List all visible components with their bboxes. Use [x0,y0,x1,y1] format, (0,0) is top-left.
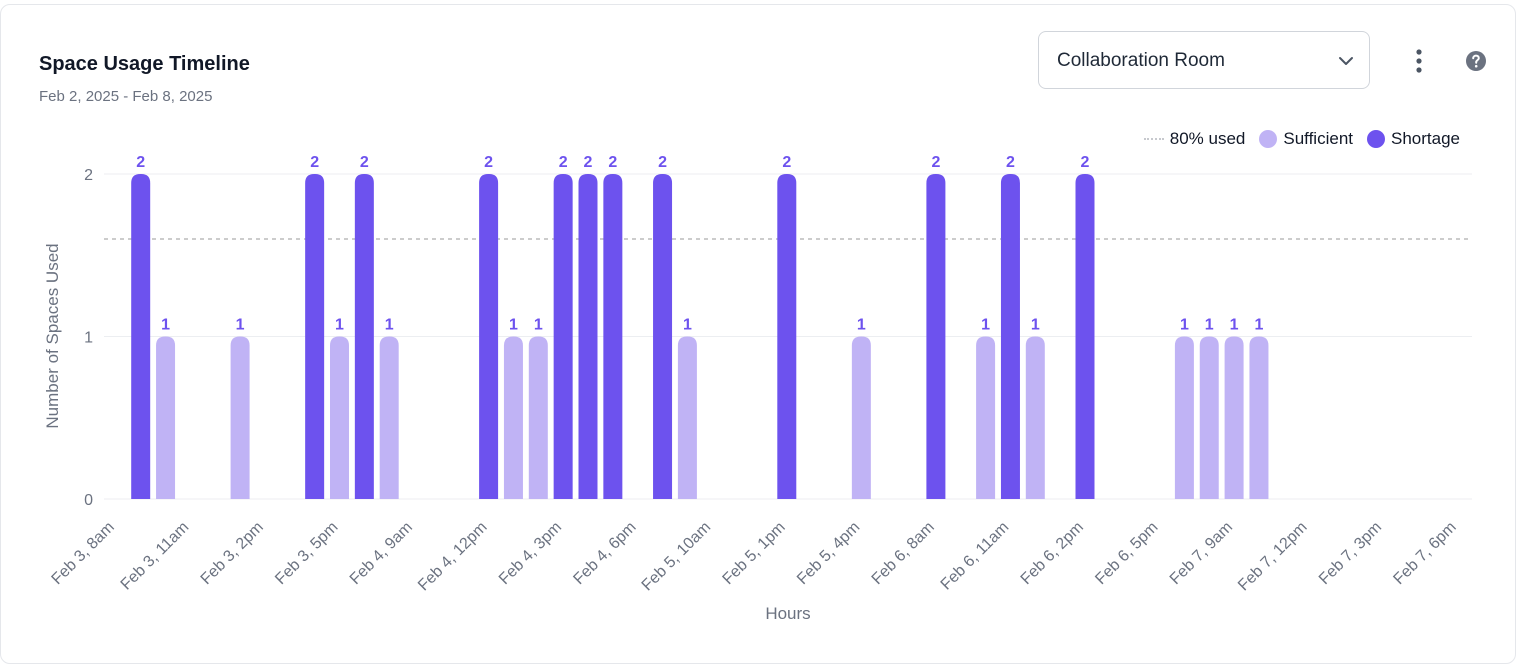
x-tick-label: Feb 7, 6pm [1390,519,1459,588]
legend-shortage: Shortage [1367,129,1460,149]
bar [653,174,673,499]
legend-sufficient-label: Sufficient [1283,129,1353,148]
x-tick-label: Feb 3, 2pm [198,519,267,588]
x-tick-label: Feb 3, 11am [118,519,193,594]
bar [1199,336,1219,499]
bar [1249,336,1269,499]
x-tick-label: Feb 6, 8am [869,519,938,588]
bar-value-label: 1 [236,317,245,334]
x-tick-label: Feb 6, 11am [938,519,1013,594]
x-tick-label: Feb 5, 1pm [720,519,789,588]
legend-shortage-label: Shortage [1391,129,1460,148]
chart-card: Space Usage Timeline Feb 2, 2025 - Feb 8… [0,4,1516,664]
bar-value-label: 2 [1006,154,1015,171]
bar [553,174,573,499]
x-tick-label: Feb 7, 12pm [1235,519,1311,595]
date-range: Feb 2, 2025 - Feb 8, 2025 [39,88,213,105]
bar-value-label: 2 [559,154,568,171]
x-tick-label: Feb 4, 6pm [570,519,639,588]
y-tick-label: 0 [84,492,93,509]
bar-value-label: 1 [385,317,394,334]
bar-value-label: 1 [1254,317,1263,334]
x-tick-label: Feb 5, 4pm [794,519,863,588]
help-icon[interactable] [1464,49,1488,73]
bar [479,174,499,499]
bar-value-label: 2 [658,154,667,171]
threshold-line-swatch [1143,138,1164,140]
x-tick-label: Feb 5, 10am [639,519,715,595]
bar-value-label: 2 [484,154,493,171]
x-tick-label: Feb 4, 9am [347,519,416,588]
legend-sufficient: Sufficient [1259,129,1353,149]
chart-legend: 80% used Sufficient Shortage [1130,128,1460,150]
bar [131,174,151,499]
bar [528,336,548,499]
bar [330,336,349,499]
x-tick-label: Feb 4, 12pm [415,519,491,595]
bar-value-label: 1 [1180,317,1189,334]
x-tick-label: Feb 6, 2pm [1018,519,1087,588]
x-tick-label: Feb 7, 9am [1167,519,1236,588]
chart-title: Space Usage Timeline [39,53,250,75]
shortage-swatch [1367,130,1385,148]
bar-value-label: 2 [360,154,369,171]
bar-value-label: 1 [683,317,692,334]
y-axis-title: Number of Spaces Used [43,243,62,428]
x-tick-label: Feb 3, 5pm [272,519,341,588]
bar-value-label: 1 [1031,317,1040,334]
bar-value-label: 1 [335,317,344,334]
bar-value-label: 1 [857,317,866,334]
bar [1000,174,1020,499]
bar [1224,336,1244,499]
chevron-down-icon [1339,57,1353,65]
bar [354,174,374,499]
x-tick-label: Feb 7, 3pm [1316,519,1385,588]
bar-value-label: 2 [608,154,617,171]
bar-value-label: 1 [509,317,518,334]
y-tick-label: 2 [84,167,93,184]
bar-value-label: 2 [584,154,593,171]
bar-value-label: 2 [1081,154,1090,171]
bar [230,336,250,499]
bar-value-label: 2 [782,154,791,171]
bar [305,174,325,499]
bar [976,336,996,499]
bar [503,336,523,499]
sufficient-swatch [1259,130,1278,148]
bar [156,336,176,499]
bar [1025,336,1045,499]
legend-threshold-label: 80% used [1169,129,1246,148]
bar-value-label: 1 [981,317,990,334]
bar-value-label: 2 [136,154,145,171]
x-tick-label: Feb 6, 5pm [1092,519,1161,588]
bar [578,174,598,499]
bar-value-label: 2 [310,154,319,171]
bar-value-label: 1 [534,317,543,334]
legend-threshold: 80% used [1143,129,1246,149]
bar [851,336,871,499]
bar-value-label: 1 [1230,317,1239,334]
bar [1075,174,1095,499]
x-axis-title: Hours [765,604,810,623]
kebab-menu-icon[interactable] [1406,45,1432,77]
x-tick-label: Feb 4, 3pm [496,519,565,588]
bar-value-label: 1 [1205,317,1214,334]
bar [677,336,697,499]
bar [926,174,946,499]
x-tick-label: Feb 3, 8am [49,519,118,588]
y-tick-label: 1 [84,330,93,347]
bar-value-label: 1 [161,317,170,334]
room-select-value: Collaboration Room [1057,50,1225,71]
bar [379,336,399,499]
room-select[interactable]: Collaboration Room [1038,31,1370,89]
bar [603,174,623,499]
bar [1174,336,1194,499]
bar [777,174,797,499]
bar-value-label: 2 [931,154,940,171]
